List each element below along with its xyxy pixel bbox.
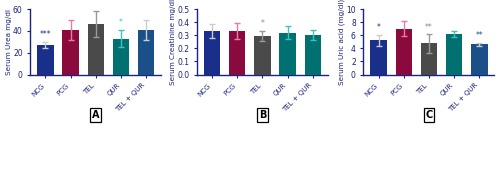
Bar — [38, 45, 54, 75]
Bar — [88, 24, 104, 75]
Bar — [446, 34, 462, 75]
Bar — [471, 44, 488, 75]
Text: **: ** — [425, 23, 433, 32]
Bar — [62, 30, 79, 75]
Bar — [138, 30, 154, 75]
Text: A: A — [92, 110, 100, 120]
Text: *: * — [376, 23, 380, 32]
Y-axis label: Serum Creatinine mg/dl: Serum Creatinine mg/dl — [170, 0, 175, 85]
Text: *: * — [260, 19, 264, 28]
Bar — [420, 43, 437, 75]
Text: **: ** — [476, 31, 483, 40]
Bar — [280, 33, 296, 75]
Text: *: * — [119, 18, 123, 27]
Bar — [396, 29, 412, 75]
Text: ***: *** — [40, 30, 52, 39]
Bar — [113, 39, 129, 75]
Bar — [254, 36, 270, 75]
Text: B: B — [258, 110, 266, 120]
Text: C: C — [426, 110, 432, 120]
Bar — [229, 31, 246, 75]
Bar — [370, 40, 386, 75]
Bar — [204, 31, 220, 75]
Bar — [304, 35, 321, 75]
Y-axis label: Serum Uric acid (mg/dl): Serum Uric acid (mg/dl) — [338, 0, 344, 85]
Y-axis label: Serum Urea mg/dl: Serum Urea mg/dl — [6, 9, 12, 75]
